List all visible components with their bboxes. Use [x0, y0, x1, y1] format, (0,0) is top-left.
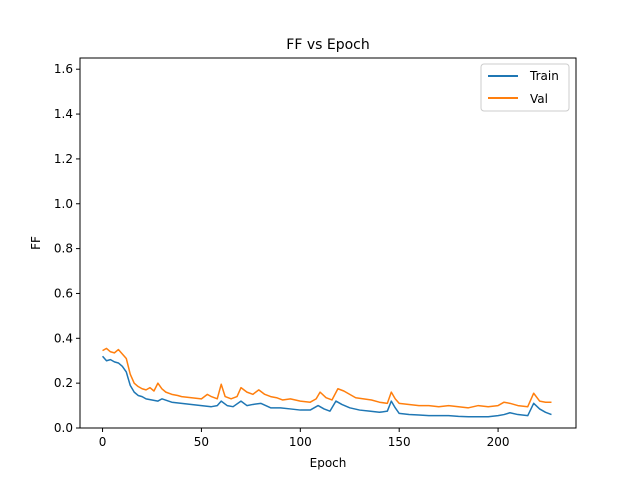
- series-line-val: [102, 347, 552, 409]
- y-axis-label: FF: [29, 236, 43, 250]
- chart-title: FF vs Epoch: [286, 37, 369, 53]
- legend: Train Val: [480, 63, 570, 112]
- x-tick-label: 0: [99, 435, 107, 449]
- y-tick-label: 1.6: [54, 62, 73, 76]
- y-tick-label: 1.2: [54, 152, 73, 166]
- y-tick-label: 0.4: [54, 331, 73, 345]
- y-axis: 0.0 0.2 0.4 0.6 0.8 1.0 1.2 1.4 1.6: [54, 62, 80, 435]
- x-tick-label: 50: [194, 435, 209, 449]
- series-line-train: [101, 355, 552, 418]
- x-axis-label: Epoch: [310, 456, 347, 470]
- plot-area: [101, 347, 552, 418]
- legend-label-val: Val: [530, 92, 548, 106]
- x-tick-label: 200: [487, 435, 510, 449]
- y-tick-label: 0.0: [54, 421, 73, 435]
- x-tick-label: 100: [289, 435, 312, 449]
- y-tick-label: 1.4: [54, 107, 73, 121]
- y-tick-label: 0.2: [54, 376, 73, 390]
- plot-frame: [79, 57, 577, 429]
- y-tick-label: 0.8: [54, 242, 73, 256]
- x-tick-label: 150: [388, 435, 411, 449]
- y-tick-label: 1.0: [54, 197, 73, 211]
- x-axis: 0 50 100 150 200: [99, 428, 510, 449]
- legend-label-train: Train: [529, 69, 559, 83]
- y-tick-label: 0.6: [54, 286, 73, 300]
